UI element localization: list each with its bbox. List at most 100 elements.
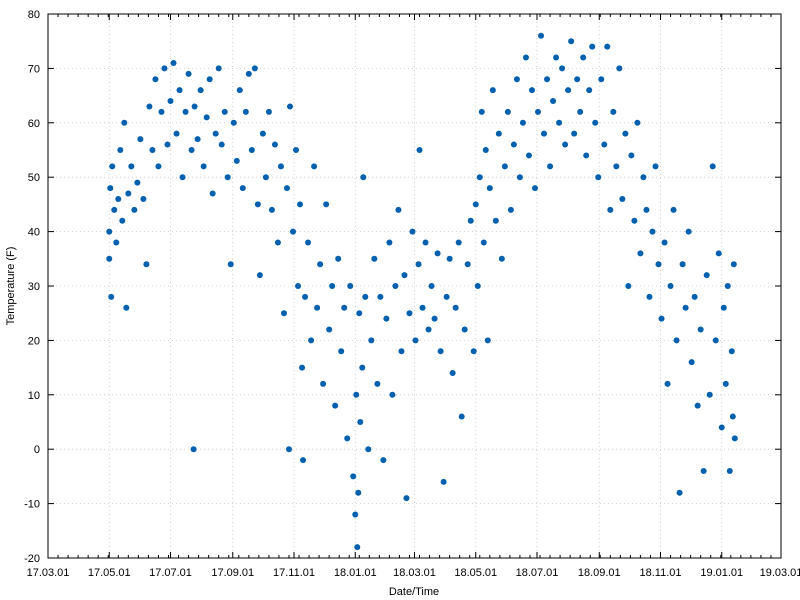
- data-point: [224, 174, 231, 181]
- data-point: [371, 255, 378, 262]
- data-point: [197, 87, 204, 94]
- y-tick-label: -20: [24, 553, 40, 565]
- data-point: [685, 228, 692, 235]
- data-point: [700, 467, 707, 474]
- data-point: [286, 103, 293, 110]
- data-point: [434, 250, 441, 257]
- data-point: [409, 228, 416, 235]
- data-point: [212, 130, 219, 137]
- data-point: [392, 283, 399, 289]
- data-point: [412, 337, 419, 344]
- data-point: [200, 163, 207, 170]
- data-point: [726, 467, 733, 474]
- data-point: [664, 380, 671, 387]
- data-point: [619, 195, 626, 202]
- data-point: [344, 435, 351, 442]
- data-point: [658, 315, 665, 322]
- data-point: [352, 511, 359, 518]
- data-point: [406, 310, 413, 317]
- data-point: [513, 76, 520, 83]
- data-point: [386, 239, 393, 246]
- y-tick-label: 80: [28, 9, 40, 21]
- data-point: [649, 228, 656, 235]
- y-tick-label: 10: [28, 390, 40, 402]
- data-point: [673, 337, 680, 344]
- data-point: [568, 38, 575, 45]
- data-point: [256, 272, 263, 279]
- data-point: [251, 65, 258, 72]
- x-tick-label: 18.05.01: [454, 567, 497, 579]
- x-tick-label: 19.01.01: [700, 567, 743, 579]
- data-point: [516, 174, 523, 181]
- data-point: [332, 402, 339, 409]
- data-point: [464, 261, 471, 268]
- data-point: [455, 239, 462, 246]
- x-tick-label: 19.03.01: [760, 567, 800, 579]
- data-point: [586, 87, 593, 94]
- data-point: [670, 206, 677, 213]
- data-point: [401, 272, 408, 279]
- data-points: [106, 32, 738, 551]
- data-point: [616, 65, 623, 72]
- data-point: [628, 152, 635, 159]
- data-point: [285, 446, 292, 453]
- data-point: [646, 293, 653, 300]
- data-point: [643, 206, 650, 213]
- data-point: [299, 364, 306, 371]
- data-point: [277, 163, 284, 170]
- data-point: [317, 261, 324, 268]
- tick-labels: -20 -10 0 10 20 30 40 50 60 70 80 17.03.01 17.05.01 1…: [24, 9, 800, 579]
- data-point: [577, 108, 584, 115]
- data-point: [365, 446, 372, 453]
- data-point: [377, 293, 384, 300]
- data-point: [320, 380, 327, 387]
- data-point: [574, 76, 581, 83]
- data-point: [504, 108, 511, 115]
- data-point: [640, 174, 647, 181]
- data-point: [354, 544, 361, 551]
- data-point: [679, 261, 686, 268]
- data-point: [398, 348, 405, 355]
- data-point: [295, 283, 302, 289]
- y-tick-label: 50: [28, 172, 40, 184]
- data-point: [419, 304, 426, 311]
- data-point: [128, 163, 135, 170]
- x-tick-label: 17.07.01: [149, 567, 192, 579]
- x-tick-label: 17.11.01: [273, 567, 315, 579]
- x-tick-label: 18.01.01: [334, 567, 377, 579]
- data-point: [254, 201, 261, 208]
- data-point: [583, 152, 590, 159]
- data-point: [323, 201, 330, 208]
- data-point: [164, 141, 171, 148]
- data-point: [134, 179, 141, 186]
- data-point: [425, 326, 432, 333]
- data-point: [637, 250, 644, 257]
- data-point: [311, 163, 318, 170]
- data-point: [550, 98, 557, 105]
- data-point: [143, 261, 150, 268]
- data-point: [293, 147, 300, 153]
- data-point: [440, 478, 447, 485]
- data-point: [422, 239, 429, 246]
- data-point: [478, 108, 485, 115]
- data-point: [709, 163, 716, 170]
- data-point: [519, 119, 526, 126]
- data-point: [484, 337, 491, 344]
- data-point: [613, 163, 620, 170]
- data-point: [239, 185, 246, 192]
- data-point: [125, 190, 132, 197]
- data-point: [389, 391, 396, 398]
- data-point: [248, 147, 255, 153]
- x-tick-label: 17.03.01: [27, 567, 70, 579]
- data-point: [634, 119, 641, 126]
- data-point: [203, 114, 210, 121]
- data-point: [108, 293, 115, 300]
- data-point: [290, 228, 297, 235]
- y-tick-label: 30: [28, 281, 40, 293]
- data-point: [230, 119, 237, 126]
- x-tick-label: 17.09.01: [211, 567, 254, 579]
- y-tick-label: 0: [34, 444, 40, 456]
- data-point: [525, 152, 532, 159]
- data-point: [380, 457, 387, 464]
